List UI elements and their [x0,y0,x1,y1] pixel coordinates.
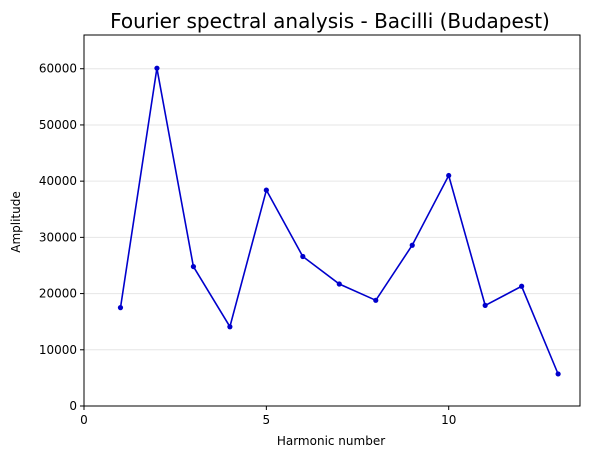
data-point [446,172,452,179]
data-point [190,263,197,270]
y-tick-label: 60000 [39,62,77,76]
chart-title: Fourier spectral analysis - Bacilli (Bud… [110,9,550,33]
grid-lines [84,68,580,407]
data-point [373,297,379,303]
data-point [555,371,561,377]
y-tick-label: 10000 [39,343,77,357]
y-tick-label: 20000 [39,287,77,301]
data-point [519,283,525,289]
x-axis-ticks: 0 5 10 [80,406,456,427]
series-points [117,65,561,377]
y-tick-label: 50000 [39,118,77,132]
data-point [154,65,160,71]
x-tick-label: 10 [441,413,456,427]
data-point [482,302,488,308]
x-tick-label: 5 [263,413,271,427]
data-point [263,187,269,193]
y-axis-label: Amplitude [9,191,23,253]
y-tick-label: 30000 [39,230,77,244]
data-point [336,281,342,287]
x-tick-label: 0 [80,413,88,427]
y-tick-label: 0 [69,399,77,413]
y-axis-ticks: 0 10000 20000 30000 40000 50000 60000 [39,62,84,413]
plot-frame [83,34,581,407]
x-axis-label: Harmonic number [277,434,385,448]
data-point [409,242,415,248]
data-point [300,253,306,260]
y-tick-label: 40000 [39,174,77,188]
series-line [119,68,559,375]
data-point [227,324,233,330]
data-point [117,305,124,311]
